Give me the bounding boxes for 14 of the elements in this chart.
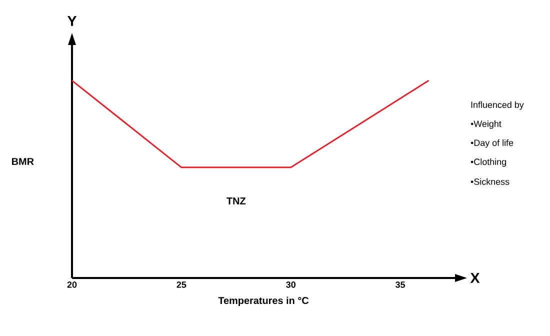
text: Influenced by: [471, 101, 524, 110]
x-tick-label: 30: [286, 282, 296, 288]
x-tick-label: 35: [396, 282, 406, 288]
x-tick-label: 25: [176, 282, 186, 288]
text: •Weight: [470, 120, 502, 129]
text: X: [470, 273, 480, 283]
text: •Sickness: [470, 178, 510, 185]
y-axis-title: BMR: [12, 158, 34, 165]
x-axis-title: Temperatures in °C: [218, 296, 309, 306]
annotation: TNZ: [226, 198, 246, 204]
x-tick-label: 20: [67, 282, 77, 288]
text: Y: [67, 16, 77, 26]
text: •Clothing: [470, 158, 506, 167]
text: •Day of life: [470, 139, 514, 148]
